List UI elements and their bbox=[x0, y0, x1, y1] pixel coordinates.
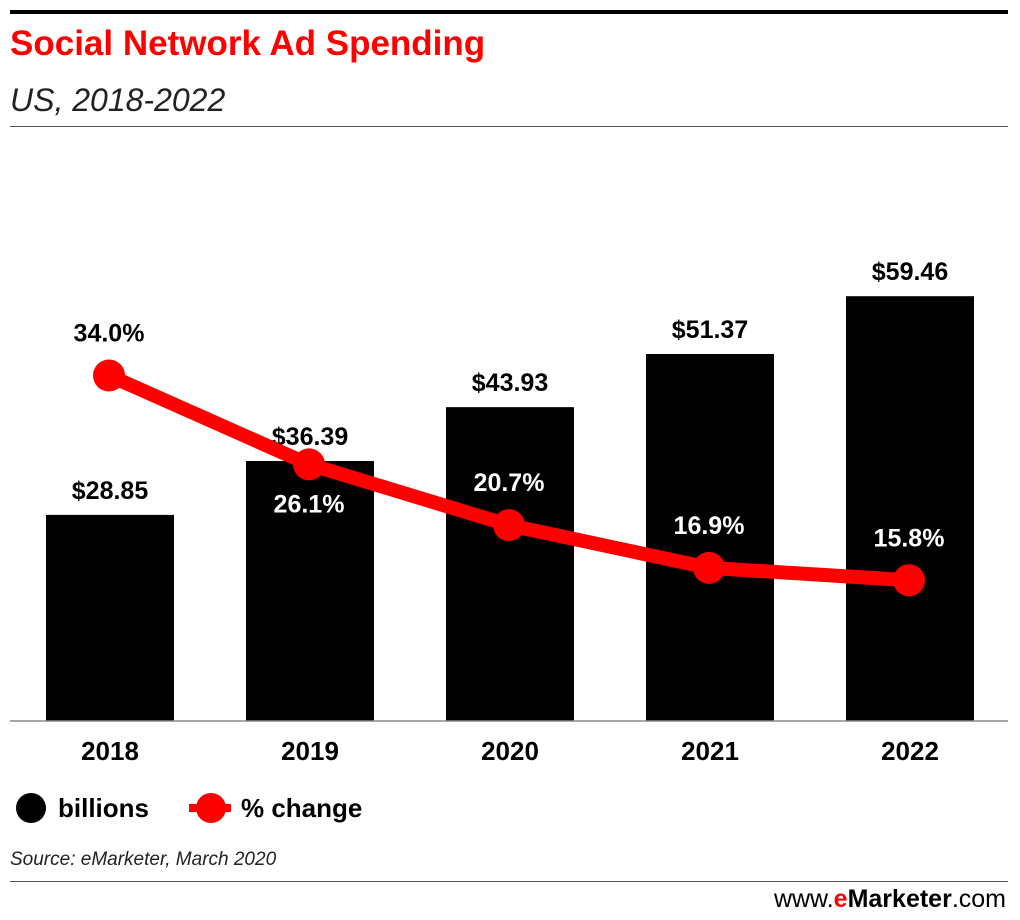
pct-change-label-2018: 34.0% bbox=[74, 320, 145, 348]
chart-area: $28.85$36.39$43.93$51.37$59.46 2018 2019 2… bbox=[10, 258, 1008, 766]
x-tick-label-2022: 2022 bbox=[881, 736, 939, 766]
bar-2021 bbox=[646, 353, 774, 721]
billions-swatch-icon bbox=[16, 793, 46, 823]
bar-2022 bbox=[846, 296, 974, 721]
bar-2019 bbox=[246, 461, 374, 721]
chart-title: Social Network Ad Spending bbox=[10, 24, 486, 63]
x-tick-label-2018: 2018 bbox=[81, 736, 139, 766]
bar-2018 bbox=[46, 514, 174, 721]
brand-prefix: www. bbox=[773, 885, 834, 913]
bar-2020 bbox=[446, 407, 574, 721]
bar-value-label-2021: $51.37 bbox=[672, 316, 748, 344]
legend-item-pct-change: % change bbox=[189, 793, 362, 824]
x-tick-label-2021: 2021 bbox=[681, 736, 739, 766]
brand-logo: www.eMarketer.com bbox=[774, 885, 1006, 914]
legend-label-pct-change: % change bbox=[241, 792, 363, 823]
pct-change-point-2021 bbox=[693, 551, 725, 584]
pct-change-label-2020: 20.7% bbox=[474, 469, 545, 497]
legend: billions % change bbox=[16, 788, 402, 828]
bar-value-label-2018: $28.85 bbox=[72, 477, 149, 505]
pct-change-swatch-icon bbox=[189, 793, 231, 823]
top-rule bbox=[10, 10, 1008, 14]
brand-name: Marketer bbox=[847, 885, 952, 913]
brand-suffix: .com bbox=[951, 885, 1006, 913]
x-tick-label-2020: 2020 bbox=[481, 736, 539, 766]
bottom-rule bbox=[10, 881, 1008, 882]
pct-change-label-2019: 26.1% bbox=[274, 490, 345, 518]
legend-item-billions: billions bbox=[16, 793, 149, 824]
chart-subtitle: US, 2018-2022 bbox=[10, 82, 226, 118]
legend-label-billions: billions bbox=[58, 792, 149, 823]
subtitle-rule bbox=[10, 126, 1008, 127]
pct-change-point-2020 bbox=[493, 509, 525, 542]
bar-value-label-2020: $43.93 bbox=[472, 369, 548, 397]
x-tick-label-2019: 2019 bbox=[281, 736, 339, 766]
brand-e: e bbox=[833, 885, 848, 913]
pct-change-point-2019 bbox=[293, 448, 325, 481]
pct-change-label-2021: 16.9% bbox=[674, 512, 745, 540]
pct-change-point-2018 bbox=[93, 359, 125, 392]
pct-change-label-2022: 15.8% bbox=[874, 524, 945, 552]
source-note: Source: eMarketer, March 2020 bbox=[10, 849, 277, 870]
bar-value-label-2022: $59.46 bbox=[872, 258, 948, 286]
pct-change-point-2022 bbox=[893, 564, 925, 597]
